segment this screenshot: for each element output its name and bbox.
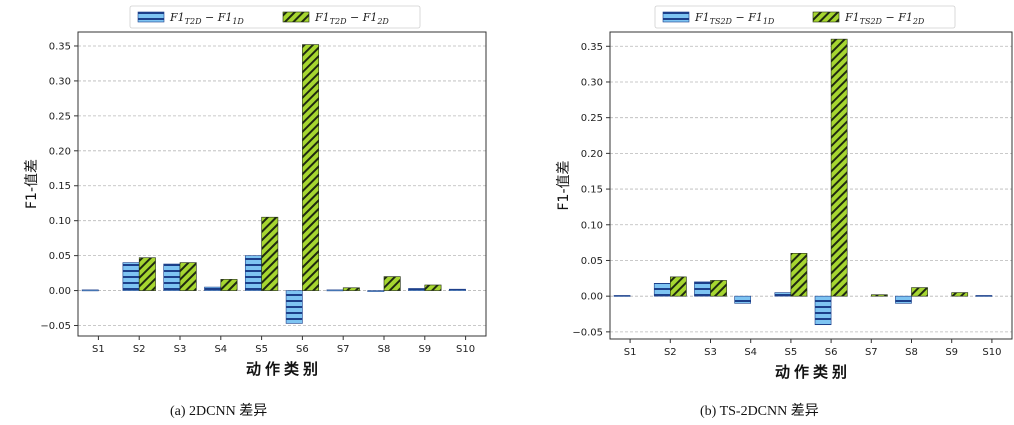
y-tick-label: 0.25 (581, 113, 603, 124)
bar-s6-series-1 (285, 290, 303, 324)
y-tick-label: 0.20 (49, 146, 71, 157)
bar-s8-series-2 (911, 287, 928, 297)
bar-s3-series-1 (163, 263, 181, 291)
y-tick-label: −0.05 (40, 321, 71, 332)
x-tick-label: S4 (744, 347, 757, 358)
bar-s4-series-1 (734, 295, 751, 304)
bar-s10-series-1 (975, 295, 993, 297)
x-tick-label: S8 (905, 347, 918, 358)
y-tick-label: 0.35 (581, 42, 603, 53)
x-tick-label: S6 (825, 347, 838, 358)
bar-s7-series-1 (326, 289, 344, 292)
bar-s9-series-2 (424, 284, 442, 291)
x-tick-label: S2 (664, 347, 677, 358)
x-tick-label: S10 (982, 347, 1001, 358)
x-axis-title: 动作类别 (775, 363, 851, 381)
x-tick-label: S7 (337, 344, 350, 355)
bar-s3-series-1 (694, 281, 711, 297)
x-axis-title: 动作类别 (246, 360, 322, 378)
x-tick-label: S6 (296, 344, 309, 355)
chart-a: −0.05 0.00 0.05 0.10 0.15 0.20 0.25 0.30 0.35 S1 S… (24, 5, 487, 378)
legend-box (129, 5, 421, 29)
legend-box (654, 5, 956, 29)
legend: F1T2D − F11D F1T2D − F12D (129, 5, 421, 29)
bar-s4-series-2 (220, 279, 238, 291)
y-tick-label: 0.00 (49, 286, 71, 297)
bar-s1-series-1 (613, 295, 631, 297)
bar-s6-series-2 (302, 44, 320, 291)
bar-s3-series-2 (710, 280, 727, 297)
legend-swatch-series-1 (137, 11, 165, 23)
bar-s5-series-1 (774, 292, 792, 297)
bar-s6-series-2 (830, 38, 848, 297)
bar-s10-series-1 (448, 288, 466, 291)
bar-s9-series-1 (408, 288, 426, 291)
bar-s2-series-2 (138, 257, 156, 291)
bar-s5-series-2 (790, 253, 808, 297)
bar-s7-series-2 (342, 287, 360, 291)
y-tick-label: 0.30 (49, 76, 71, 87)
y-tick-label: 0.35 (49, 41, 71, 52)
chart-b: −0.05 0.00 0.05 0.10 0.15 0.20 0.25 0.30 0.35 S1 S… (556, 5, 1013, 381)
legend-label: F1T2D − F11D (169, 11, 244, 26)
x-tick-label: S9 (945, 347, 958, 358)
legend: F1TS2D − F11D F1TS2D − F12D (654, 5, 956, 29)
bar-s4-series-1 (204, 286, 222, 291)
x-tick-label: S5 (255, 344, 268, 355)
y-tick-label: 0.15 (49, 181, 71, 192)
bar-s2-series-1 (122, 262, 140, 291)
bar-s1-series-1 (81, 289, 99, 292)
plot-frame (77, 31, 487, 337)
bar-s8-series-2 (383, 276, 401, 291)
bar-s5-series-2 (261, 216, 279, 291)
y-tick-label: 0.10 (581, 220, 603, 231)
y-axis-title: F1-值差 (556, 160, 572, 210)
bar-s2-series-1 (653, 283, 671, 297)
legend-swatch-series-1 (662, 11, 690, 23)
x-tick-label: S3 (704, 347, 717, 358)
bar-s5-series-1 (244, 255, 262, 291)
y-tick-label: 0.05 (581, 256, 603, 267)
legend-swatch-series-2 (812, 11, 840, 23)
x-tick-label: S2 (133, 344, 146, 355)
legend-label: F1T2D − F12D (314, 11, 389, 26)
bar-s9-series-2 (951, 292, 969, 297)
bar-s6-series-1 (814, 295, 832, 326)
x-tick-label: S10 (456, 344, 475, 355)
bar-s7-series-2 (870, 294, 888, 297)
x-tick-label: S1 (624, 347, 637, 358)
x-tick-label: S4 (214, 344, 227, 355)
legend-swatch-series-2 (282, 11, 310, 23)
y-tick-label: 0.10 (49, 216, 71, 227)
x-tick-label: S7 (865, 347, 878, 358)
x-tick-label: S8 (378, 344, 391, 355)
x-tick-label: S3 (174, 344, 187, 355)
caption-b: (b) TS-2DCNN 差异 (700, 404, 819, 419)
x-tick-label: S1 (92, 344, 105, 355)
bar-s8-series-1 (895, 295, 912, 304)
y-tick-label: 0.15 (581, 185, 603, 196)
bar-s3-series-2 (179, 262, 197, 291)
y-axis-title: F1-值差 (24, 159, 40, 209)
y-tick-label: 0.25 (49, 111, 71, 122)
x-tick-label: S9 (418, 344, 431, 355)
x-tick-label: S5 (785, 347, 798, 358)
y-tick-label: −0.05 (572, 327, 603, 338)
bar-s8-series-1 (367, 290, 385, 292)
legend-label: F1TS2D − F12D (844, 11, 925, 26)
y-tick-label: 0.05 (49, 251, 71, 262)
bar-s2-series-2 (669, 276, 687, 297)
y-tick-label: 0.20 (581, 149, 603, 160)
y-tick-label: 0.30 (581, 77, 603, 88)
plot-frame (609, 31, 1013, 340)
caption-a: (a) 2DCNN 差异 (170, 404, 268, 419)
y-tick-label: 0.00 (581, 292, 603, 303)
legend-label: F1TS2D − F11D (694, 11, 775, 26)
